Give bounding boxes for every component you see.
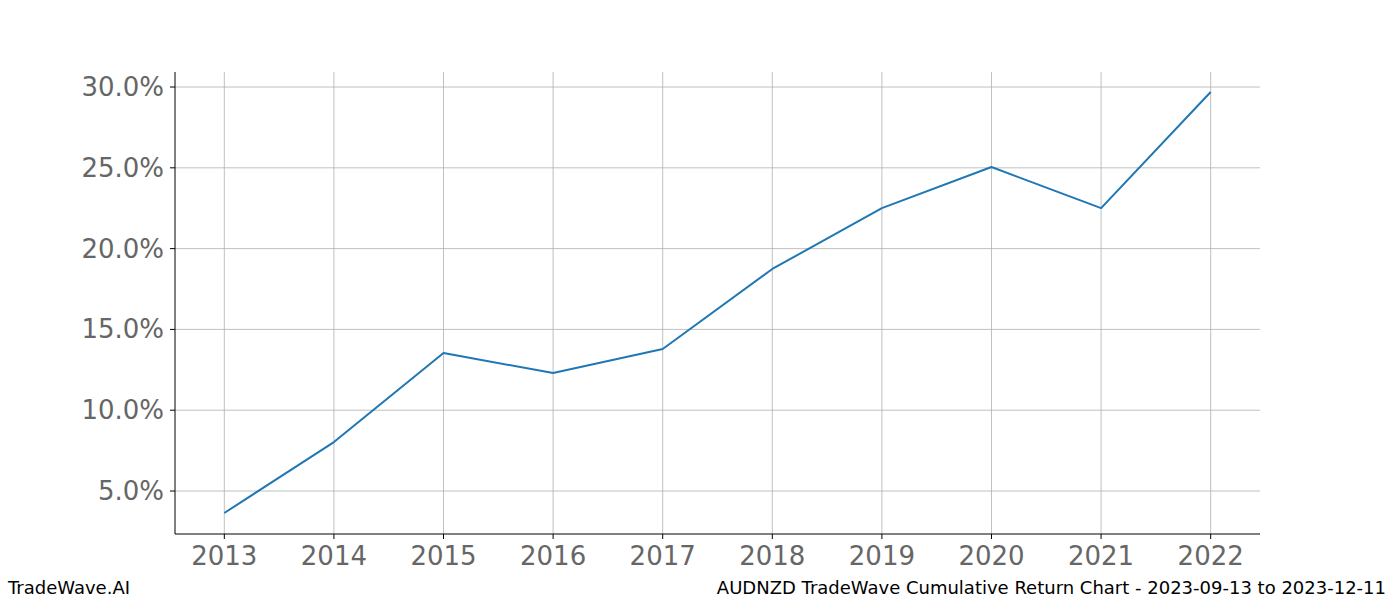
x-tick	[662, 534, 663, 539]
x-tick	[333, 534, 334, 539]
y-grid-line	[175, 248, 1260, 249]
x-tick	[881, 534, 882, 539]
y-tick-label: 5.0%	[98, 476, 164, 506]
x-tick	[443, 534, 444, 539]
y-grid-line	[175, 167, 1260, 168]
x-tick-label: 2018	[739, 541, 805, 571]
y-grid-line	[175, 491, 1260, 492]
y-tick-label: 10.0%	[81, 395, 164, 425]
y-grid-line	[175, 410, 1260, 411]
y-tick-label: 15.0%	[81, 314, 164, 344]
title: AUDNZD TradeWave Cumulative Return Chart…	[717, 577, 1386, 598]
x-grid-line	[881, 72, 882, 534]
y-tick	[170, 329, 175, 330]
x-grid-line	[553, 72, 554, 534]
x-tick-label: 2022	[1178, 541, 1244, 571]
x-tick-label: 2017	[630, 541, 696, 571]
series-line	[224, 92, 1210, 513]
x-grid-line	[1101, 72, 1102, 534]
y-tick	[170, 410, 175, 411]
x-grid-line	[1210, 72, 1211, 534]
plot-area	[224, 92, 1210, 513]
x-tick-label: 2019	[849, 541, 915, 571]
x-grid-line	[443, 72, 444, 534]
y-tick-label: 30.0%	[81, 72, 164, 102]
chart: 2013 2014 2015 2016 2017 2018 2019 2020 2021 2022…	[0, 0, 1400, 600]
y-tick-label: 20.0%	[81, 234, 164, 264]
x-tick-label: 2015	[410, 541, 476, 571]
x-tick-label: 2021	[1068, 541, 1134, 571]
x-tick	[553, 534, 554, 539]
x-tick-label: 2014	[301, 541, 367, 571]
y-tick	[170, 491, 175, 492]
x-grid-line	[224, 72, 225, 534]
x-grid-line	[991, 72, 992, 534]
x-tick-label: 2013	[191, 541, 257, 571]
x-tick	[1210, 534, 1211, 539]
y-tick	[170, 87, 175, 88]
y-tick-label: 25.0%	[81, 153, 164, 183]
y-tick	[170, 167, 175, 168]
x-grid-line	[333, 72, 334, 534]
x-tick	[991, 534, 992, 539]
x-tick	[772, 534, 773, 539]
y-grid-line	[175, 329, 1260, 330]
x-tick-label: 2020	[958, 541, 1024, 571]
y-grid-line	[175, 87, 1260, 88]
x-tick	[224, 534, 225, 539]
x-grid-line	[662, 72, 663, 534]
x-tick	[1101, 534, 1102, 539]
y-axis-line	[175, 72, 176, 534]
x-axis-line	[175, 534, 1260, 535]
x-tick-label: 2016	[520, 541, 586, 571]
credit: TradeWave.AI	[7, 577, 130, 598]
y-tick	[170, 248, 175, 249]
x-grid-line	[772, 72, 773, 534]
